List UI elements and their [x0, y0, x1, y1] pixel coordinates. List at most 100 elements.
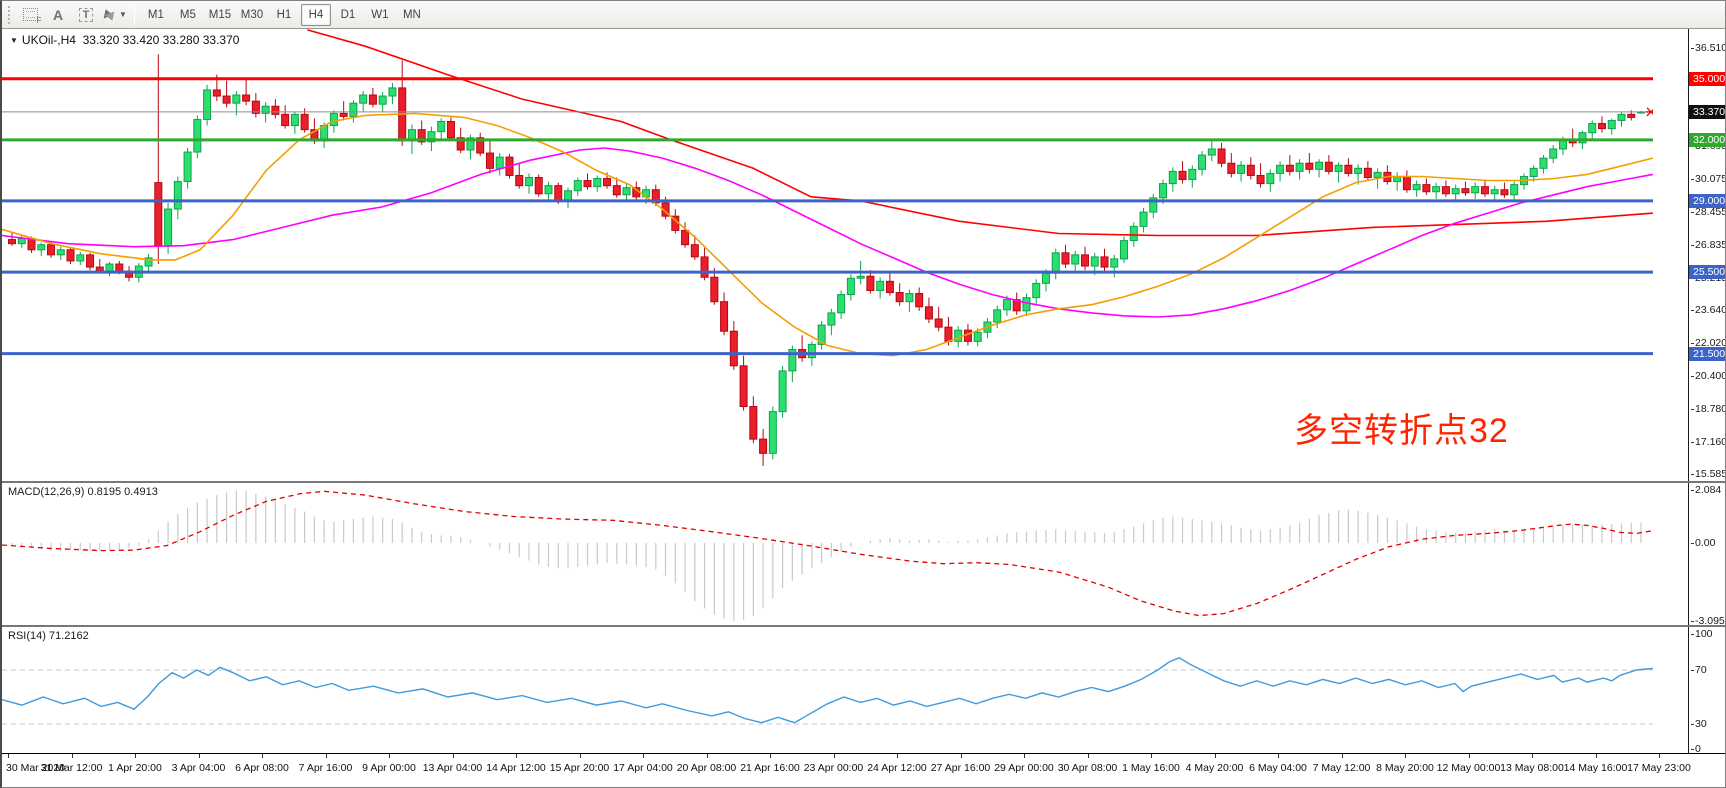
time-axis-tick: [198, 754, 200, 758]
time-axis-label: 17 May 23:00: [1627, 762, 1691, 774]
macd-panel: MACD(12,26,9) 0.8195 0.4913 2.084 0.00 -3.…: [2, 481, 1725, 627]
time-axis-label: 6 May 04:00: [1249, 762, 1307, 774]
time-axis-tick: [262, 754, 263, 758]
rsi-plot[interactable]: RSI(14) 71.2162: [2, 627, 1689, 753]
time-axis-tick: [1024, 754, 1025, 758]
time-axis-label: 13 Apr 04:00: [422, 762, 483, 774]
time-axis-tick: [1405, 754, 1406, 758]
price-axis-label: 22.020: [1691, 337, 1725, 349]
price-axis-label: 15.585: [1691, 468, 1725, 480]
price-chart-plot[interactable]: ▼ UKOil-,H4 33.320 33.420 33.280 33.370 多…: [2, 29, 1689, 481]
time-axis[interactable]: 30 Mar 2020 31 Mar 12:00 1 Apr 20:00 3 Apr …: [2, 753, 1725, 781]
toolbar-separator: [133, 4, 135, 25]
time-axis-tick: [135, 754, 136, 758]
price-axis-label: 30.075: [1691, 173, 1725, 185]
timeframe-button-m5[interactable]: M5: [179, 8, 196, 21]
time-axis-label: 7 Apr 16:00: [298, 762, 353, 774]
time-axis-label: 1 May 16:00: [1122, 762, 1180, 774]
timeframe-button-m1[interactable]: M1: [147, 8, 164, 21]
text-tool-button[interactable]: T: [73, 4, 99, 26]
text-label-tool-button[interactable]: A: [45, 4, 71, 26]
rsi-indicator-label: RSI(14) 71.2162: [8, 630, 89, 642]
macd-axis-label: 0.00: [1691, 537, 1715, 549]
chart-header: ▼ UKOil-,H4 33.320 33.420 33.280 33.370: [10, 33, 239, 47]
time-axis-label: 29 Apr 00:00: [994, 762, 1054, 774]
chart-ohlc-values: 33.320 33.420 33.280 33.370: [82, 33, 240, 47]
price-axis-label: 17.160: [1691, 436, 1725, 448]
arrow-tools-button[interactable]: ▼: [100, 4, 128, 26]
rsi-axis-label: 100: [1691, 628, 1713, 640]
price-chart-panel: ▼ UKOil-,H4 33.320 33.420 33.280 33.370 多…: [2, 29, 1725, 481]
time-axis-label: 13 May 08:00: [1500, 762, 1564, 774]
rsi-axis: 100 70 30 0: [1689, 627, 1725, 755]
time-axis-tick: [452, 754, 454, 758]
price-axis-label: 20.400: [1691, 370, 1725, 382]
fibonacci-tool-button[interactable]: F: [17, 4, 43, 26]
arrow-tools-icon: [100, 7, 118, 22]
price-axis-label: 26.835: [1691, 239, 1725, 251]
timeframe-button-h4[interactable]: H4: [300, 3, 331, 26]
timeframe-button-d1[interactable]: D1: [340, 8, 356, 21]
time-axis-label: 30 Mar 2020: [6, 762, 65, 774]
time-axis-tick: [833, 754, 835, 758]
time-axis-label: 14 May 16:00: [1563, 762, 1628, 774]
price-axis-label: 18.780: [1691, 403, 1725, 415]
timeframe-group: M1 M5 M15 M30 H1 H4 D1 W1 MN: [140, 3, 428, 26]
timeframe-button-w1[interactable]: W1: [371, 8, 389, 21]
time-axis-tick: [1659, 754, 1660, 758]
time-axis-label: 1 Apr 20:00: [108, 762, 162, 774]
macd-plot[interactable]: MACD(12,26,9) 0.8195 0.4913: [2, 483, 1689, 625]
time-axis-label: 8 May 20:00: [1376, 762, 1434, 774]
time-axis-label: 9 Apr 00:00: [362, 762, 416, 774]
timeframe-button-m30[interactable]: M30: [240, 8, 264, 21]
time-axis-tick: [71, 754, 73, 758]
price-axis-label: 23.640: [1691, 304, 1725, 316]
fibonacci-tool-icon: F: [22, 8, 42, 25]
macd-axis-label: 2.084: [1691, 484, 1721, 496]
macd-axis-label: -3.0957: [1691, 615, 1725, 627]
time-axis-tick: [706, 754, 708, 758]
time-axis-label: 24 Apr 12:00: [867, 762, 927, 774]
price-axis[interactable]: 36.51031.69530.07528.45526.83525.21523.6…: [1689, 29, 1725, 481]
time-axis-tick: [1214, 754, 1216, 758]
timeframe-button-mn[interactable]: MN: [402, 8, 421, 21]
time-axis-label: 20 Apr 08:00: [676, 762, 737, 774]
current-price-badge: 33.370: [1689, 104, 1725, 119]
rsi-axis-label: 70: [1691, 664, 1707, 676]
time-axis-tick: [1595, 754, 1597, 758]
price-axis-label: 28.455: [1691, 206, 1725, 218]
timeframe-button-m15[interactable]: M15: [208, 8, 232, 21]
time-axis-label: 30 Apr 08:00: [1057, 762, 1118, 774]
time-axis-label: 27 Apr 16:00: [930, 762, 991, 774]
time-axis-tick: [897, 754, 898, 758]
chart-annotation-text: 多空转折点32: [1294, 412, 1509, 450]
time-axis-label: 17 Apr 04:00: [613, 762, 673, 774]
time-axis-tick: [325, 754, 327, 758]
text-label-tool-icon: A: [52, 6, 64, 23]
toolbar-grip[interactable]: [6, 5, 12, 24]
time-axis-tick: [579, 754, 581, 758]
dropdown-caret-icon: ▼: [119, 10, 127, 19]
time-axis-tick: [1087, 754, 1089, 758]
text-tool-icon: T: [78, 7, 94, 22]
time-axis-tick: [389, 754, 390, 758]
price-level-badge: 25.500: [1689, 265, 1725, 280]
rsi-panel: RSI(14) 71.2162 100 70 30 0: [2, 625, 1725, 755]
timeframe-button-h1[interactable]: H1: [276, 8, 292, 21]
time-axis-label: 15 Apr 20:00: [549, 762, 610, 774]
candlestick-chart: [2, 29, 1653, 466]
time-axis-label: 7 May 12:00: [1312, 762, 1371, 774]
time-axis-tick: [516, 754, 517, 758]
toolbar: F A T ▼ M1 M5 M15 M30 H1 H4 D1 W1 MN: [2, 1, 1725, 29]
time-axis-label: 31 Mar 12:00: [40, 762, 103, 774]
time-axis-tick: [8, 754, 9, 758]
macd-indicator-label: MACD(12,26,9) 0.8195 0.4913: [8, 486, 158, 498]
time-axis-tick: [770, 754, 771, 758]
macd-chart: [2, 490, 1653, 622]
time-axis-label: 12 May 00:00: [1436, 762, 1501, 774]
rsi-chart: [2, 657, 1653, 725]
price-level-badge: 35.000: [1689, 71, 1725, 86]
time-axis-label: 21 Apr 16:00: [740, 762, 800, 774]
time-axis-label: 6 Apr 08:00: [235, 762, 289, 774]
